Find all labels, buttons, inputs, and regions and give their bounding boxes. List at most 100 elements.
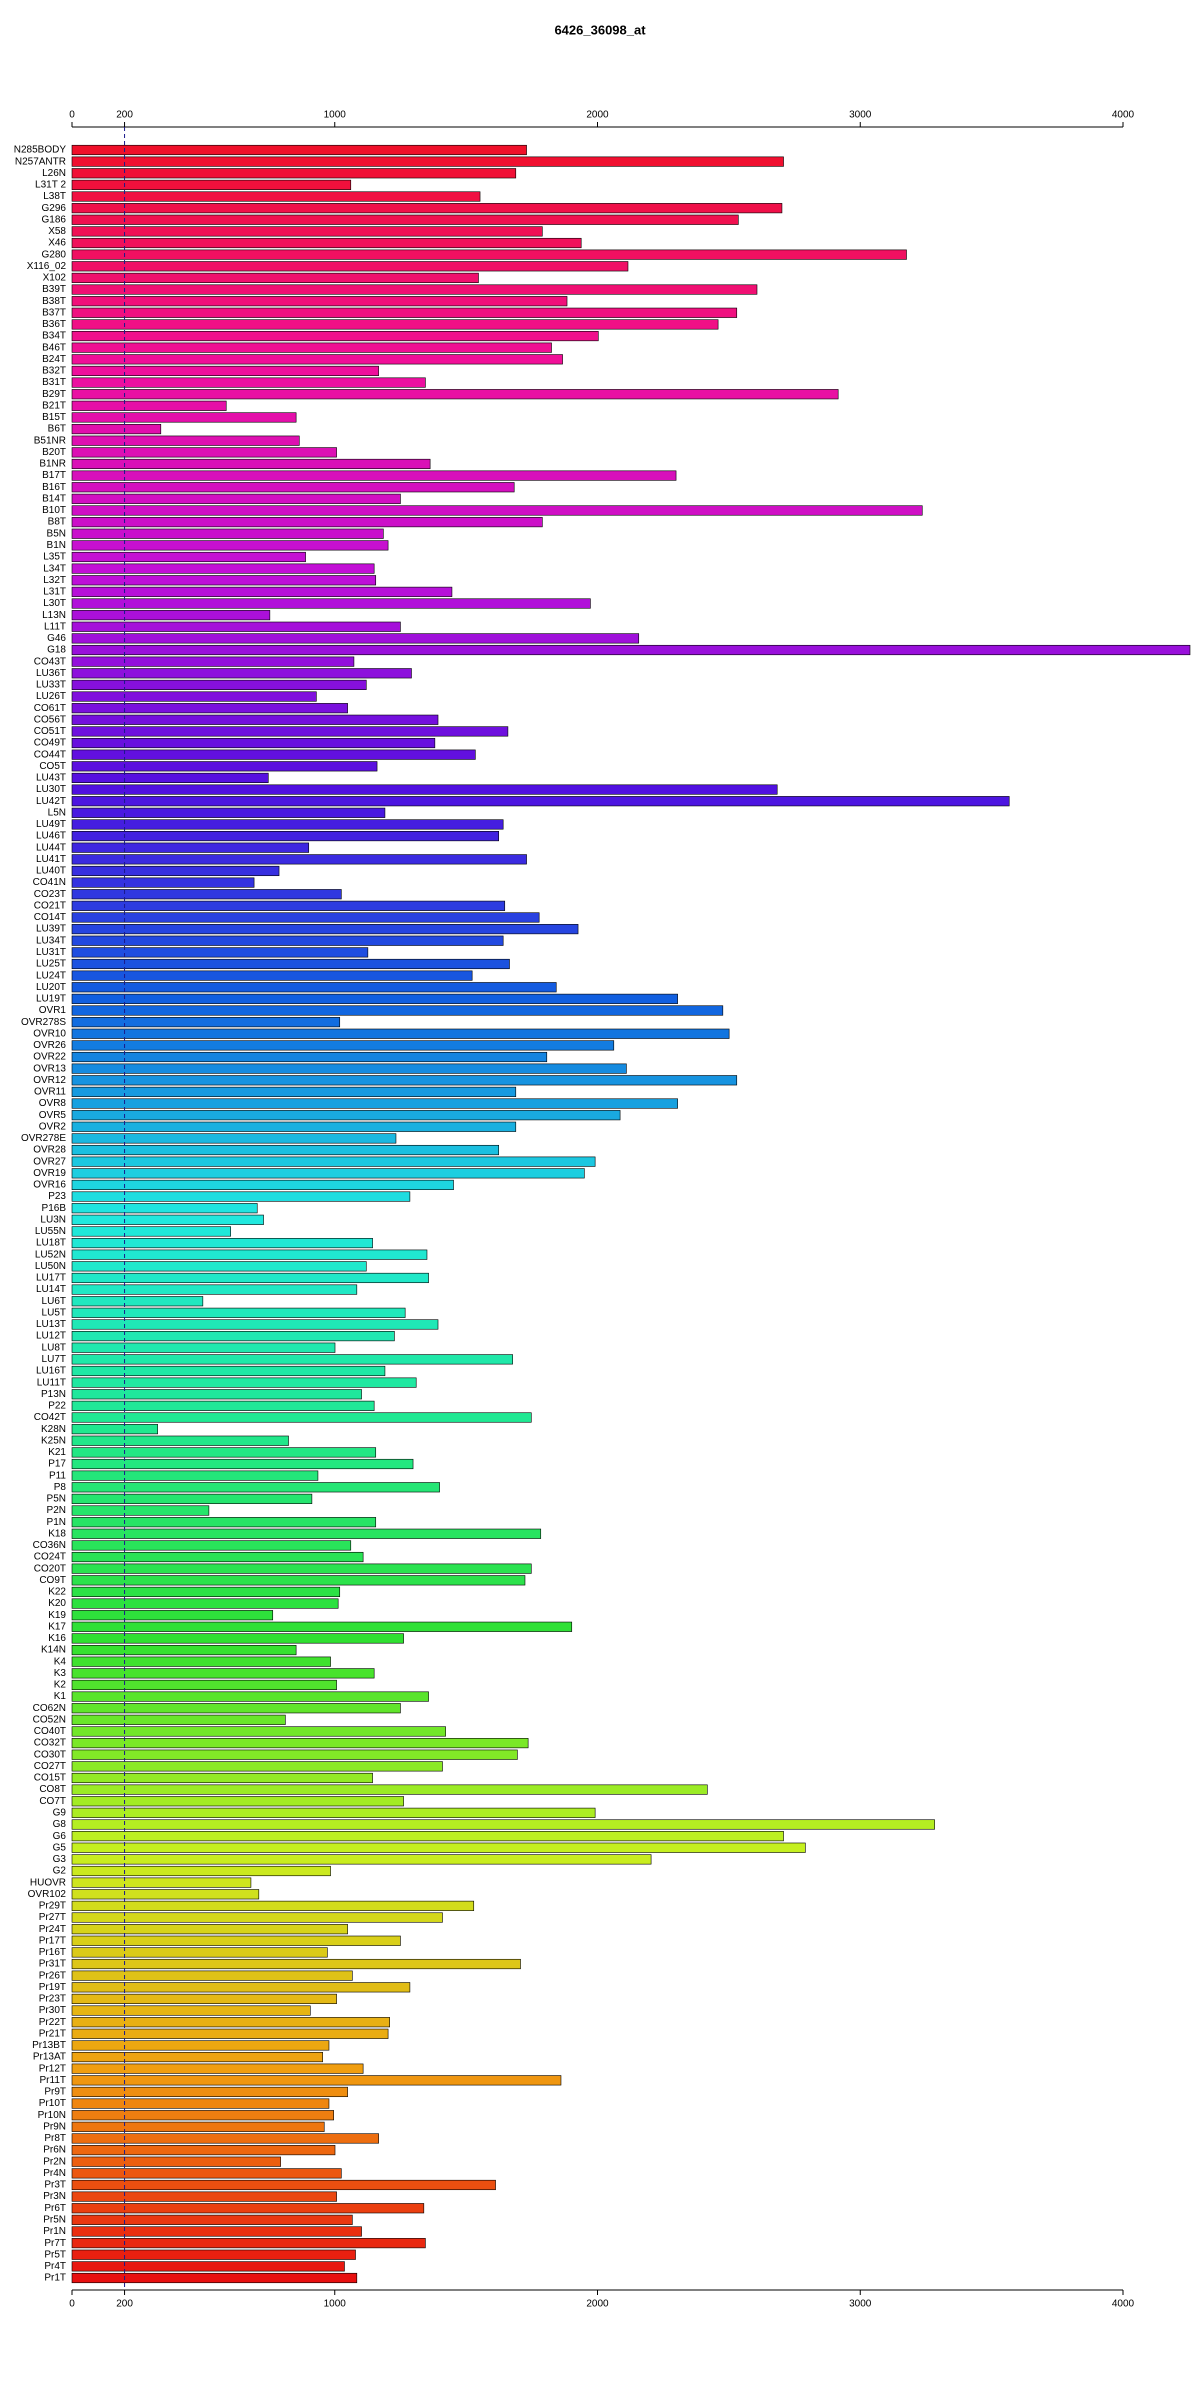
bar	[71, 1005, 724, 1016]
y-tick-label: LU34T	[36, 935, 66, 946]
bar	[71, 424, 162, 435]
bar	[71, 307, 738, 318]
bar	[71, 1982, 411, 1993]
x-tick-label: 4000	[1112, 2299, 1135, 2310]
y-tick-label: LU39T	[36, 924, 66, 935]
y-tick-label: G8	[53, 1819, 67, 1830]
bar	[71, 1865, 331, 1877]
y-tick-label: X116_02	[27, 261, 67, 272]
bar	[71, 1993, 337, 2004]
y-tick-label: LU25T	[36, 959, 66, 970]
bar	[71, 1691, 429, 1702]
y-tick-label: B36T	[42, 319, 66, 330]
bar	[71, 1714, 286, 1725]
bar	[71, 1831, 784, 1842]
y-tick-label: K3	[54, 1668, 67, 1679]
chart-title: 6426_36098_at	[554, 22, 646, 37]
y-tick-label: Pr22T	[39, 2017, 66, 2028]
bar	[71, 493, 401, 504]
y-tick-label: B15T	[42, 412, 66, 423]
y-tick-label: LU6T	[42, 1296, 66, 1307]
bar	[71, 1900, 475, 1911]
bar	[71, 610, 271, 621]
y-tick-label: Pr17T	[39, 1935, 66, 1946]
bar	[71, 261, 629, 272]
bar	[71, 598, 591, 609]
y-tick-label: Pr7T	[44, 2238, 66, 2249]
bar	[71, 470, 677, 481]
y-tick-label: Pr11T	[40, 2075, 67, 2086]
y-tick-label: G296	[42, 203, 67, 214]
bar	[71, 1935, 401, 1946]
x-tick-label: 200	[116, 110, 133, 121]
bar	[71, 365, 379, 377]
y-tick-label: OVR8	[39, 1098, 67, 1109]
y-tick-label: Pr31T	[39, 1959, 66, 1970]
y-tick-label: B8T	[48, 517, 66, 528]
bar	[71, 1656, 331, 1667]
y-tick-label: OVR5	[39, 1110, 67, 1121]
bar	[71, 179, 352, 190]
bar	[71, 1575, 526, 1586]
bar	[71, 1958, 521, 1970]
y-tick-label: K28N	[41, 1424, 66, 1435]
bar	[71, 1877, 252, 1888]
y-tick-label: B32T	[42, 366, 66, 377]
y-tick-label: LU43T	[36, 773, 66, 784]
bar	[71, 447, 337, 458]
bar	[71, 1493, 313, 1504]
y-tick-label: Pr16T	[39, 1947, 66, 1958]
y-tick-label: CO42T	[34, 1412, 66, 1423]
bar	[71, 1040, 615, 1051]
bar	[71, 970, 473, 981]
bar	[71, 1703, 401, 1714]
bar	[71, 249, 907, 260]
x-tick-label: 0	[69, 110, 75, 121]
bar	[71, 1726, 446, 1737]
y-tick-label: LU44T	[36, 842, 66, 853]
bar	[71, 1470, 319, 1481]
y-tick-label: L11T	[44, 621, 66, 632]
bar	[71, 2145, 336, 2156]
y-tick-label: LU5T	[42, 1307, 66, 1318]
x-tick-label: 0	[69, 2299, 75, 2310]
y-tick-label: N285BODY	[14, 145, 67, 156]
bar	[71, 400, 227, 411]
y-tick-label: LU16T	[36, 1366, 66, 1377]
y-tick-label: Pr2N	[43, 2156, 66, 2167]
y-tick-label: L30T	[43, 598, 66, 609]
y-tick-label: B16T	[42, 482, 66, 493]
y-tick-label: P1N	[47, 1517, 66, 1528]
y-tick-label: G5	[53, 1842, 67, 1853]
y-tick-label: LU11T	[37, 1377, 66, 1388]
bar	[71, 1365, 386, 1377]
bar	[71, 1679, 337, 1691]
bar	[71, 1214, 264, 1225]
y-tick-label: LU42T	[36, 796, 66, 807]
y-tick-label: CO21T	[34, 900, 66, 911]
y-tick-label: CO14T	[34, 912, 66, 923]
y-tick-label: P13N	[41, 1389, 66, 1400]
bar	[71, 551, 306, 563]
y-tick-label: B24T	[42, 354, 66, 365]
y-tick-label: CO52N	[33, 1714, 66, 1725]
y-tick-label: OVR26	[33, 1040, 66, 1051]
y-tick-label: G280	[42, 249, 67, 260]
y-tick-label: LU36T	[36, 668, 66, 679]
y-tick-label: K14N	[41, 1645, 66, 1656]
bar	[71, 1912, 443, 1923]
bar	[71, 1075, 738, 1086]
y-tick-label: L38T	[43, 191, 66, 202]
x-tick-label: 3000	[849, 2299, 872, 2310]
bar	[71, 1528, 542, 1539]
y-tick-label: OVR10	[33, 1028, 66, 1039]
bar	[71, 377, 426, 388]
y-tick-label: L26N	[42, 168, 66, 179]
y-tick-label: B38T	[42, 296, 66, 307]
y-tick-label: CO51T	[34, 726, 66, 737]
y-tick-label: Pr13BT	[32, 2040, 66, 2051]
y-tick-label: G6	[53, 1831, 67, 1842]
y-tick-label: LU17T	[36, 1273, 66, 1284]
y-tick-label: CO36N	[33, 1540, 66, 1551]
bar	[71, 958, 510, 970]
